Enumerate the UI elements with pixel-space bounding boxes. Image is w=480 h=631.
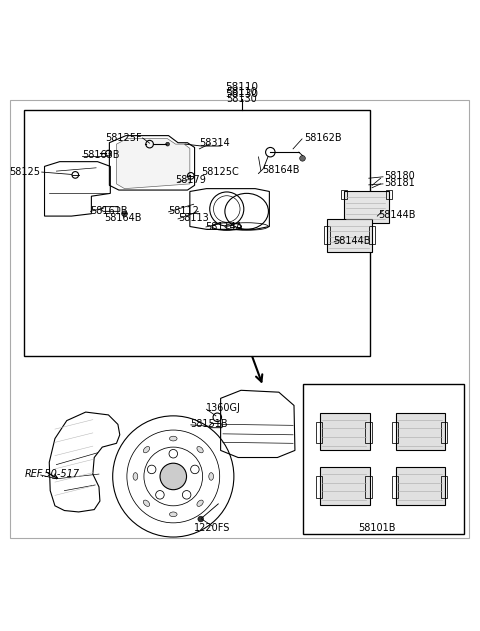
- Text: 58114A: 58114A: [205, 221, 242, 232]
- Ellipse shape: [197, 500, 203, 507]
- Text: 58151B: 58151B: [190, 420, 228, 429]
- Ellipse shape: [133, 473, 138, 480]
- Circle shape: [147, 465, 156, 474]
- Polygon shape: [320, 413, 370, 451]
- Text: 58110: 58110: [227, 87, 257, 97]
- Text: 58314: 58314: [199, 138, 230, 148]
- Text: 58181: 58181: [384, 178, 415, 188]
- Text: 58164B: 58164B: [262, 165, 300, 175]
- Circle shape: [191, 465, 199, 474]
- Polygon shape: [320, 467, 370, 505]
- Polygon shape: [117, 138, 190, 189]
- Text: 58144B: 58144B: [333, 236, 371, 245]
- Text: REF.50-517: REF.50-517: [25, 469, 80, 479]
- Text: 58130: 58130: [227, 94, 257, 104]
- Text: 58162B: 58162B: [304, 133, 342, 143]
- Ellipse shape: [144, 447, 150, 453]
- Polygon shape: [327, 220, 372, 252]
- Circle shape: [166, 142, 169, 146]
- Circle shape: [122, 211, 127, 216]
- Text: 58112: 58112: [168, 206, 199, 216]
- Text: 58125: 58125: [9, 167, 40, 177]
- Circle shape: [169, 449, 178, 458]
- Text: 58113: 58113: [178, 213, 209, 223]
- Text: 1220FS: 1220FS: [194, 522, 231, 533]
- Circle shape: [156, 490, 164, 499]
- Ellipse shape: [144, 500, 150, 507]
- Text: 58125F: 58125F: [105, 133, 142, 143]
- Ellipse shape: [169, 436, 177, 441]
- Ellipse shape: [197, 447, 203, 453]
- Text: 58125C: 58125C: [202, 167, 240, 177]
- Polygon shape: [344, 191, 389, 223]
- Text: 58144B: 58144B: [378, 209, 416, 220]
- Text: 58130: 58130: [226, 89, 258, 99]
- Text: 58163B: 58163B: [83, 151, 120, 160]
- Circle shape: [160, 463, 187, 490]
- Polygon shape: [396, 413, 445, 451]
- Circle shape: [182, 490, 191, 499]
- Polygon shape: [396, 467, 445, 505]
- Ellipse shape: [209, 473, 214, 480]
- Text: 58161B: 58161B: [90, 206, 128, 216]
- Text: 58101B: 58101B: [358, 522, 396, 533]
- Text: 58164B: 58164B: [104, 213, 141, 223]
- Ellipse shape: [169, 512, 177, 517]
- Text: 58180: 58180: [384, 171, 415, 181]
- Circle shape: [198, 516, 204, 522]
- Circle shape: [300, 155, 305, 161]
- Text: 1360GJ: 1360GJ: [206, 403, 241, 413]
- Text: 58110: 58110: [226, 82, 258, 92]
- Text: 58179: 58179: [175, 175, 205, 185]
